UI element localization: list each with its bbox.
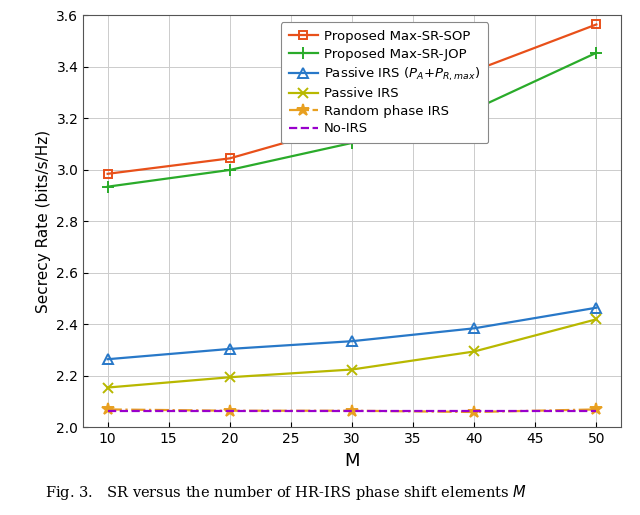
Legend: Proposed Max-SR-SOP, Proposed Max-SR-JOP, Passive IRS ($P_A$+$P_{R,max}$), Passi: Proposed Max-SR-SOP, Proposed Max-SR-JOP… [281, 22, 488, 143]
X-axis label: M: M [344, 452, 360, 470]
Text: Fig. 3.   SR versus the number of HR-IRS phase shift elements $M$: Fig. 3. SR versus the number of HR-IRS p… [45, 483, 527, 502]
Y-axis label: Secrecy Rate (bits/s/Hz): Secrecy Rate (bits/s/Hz) [36, 130, 51, 313]
